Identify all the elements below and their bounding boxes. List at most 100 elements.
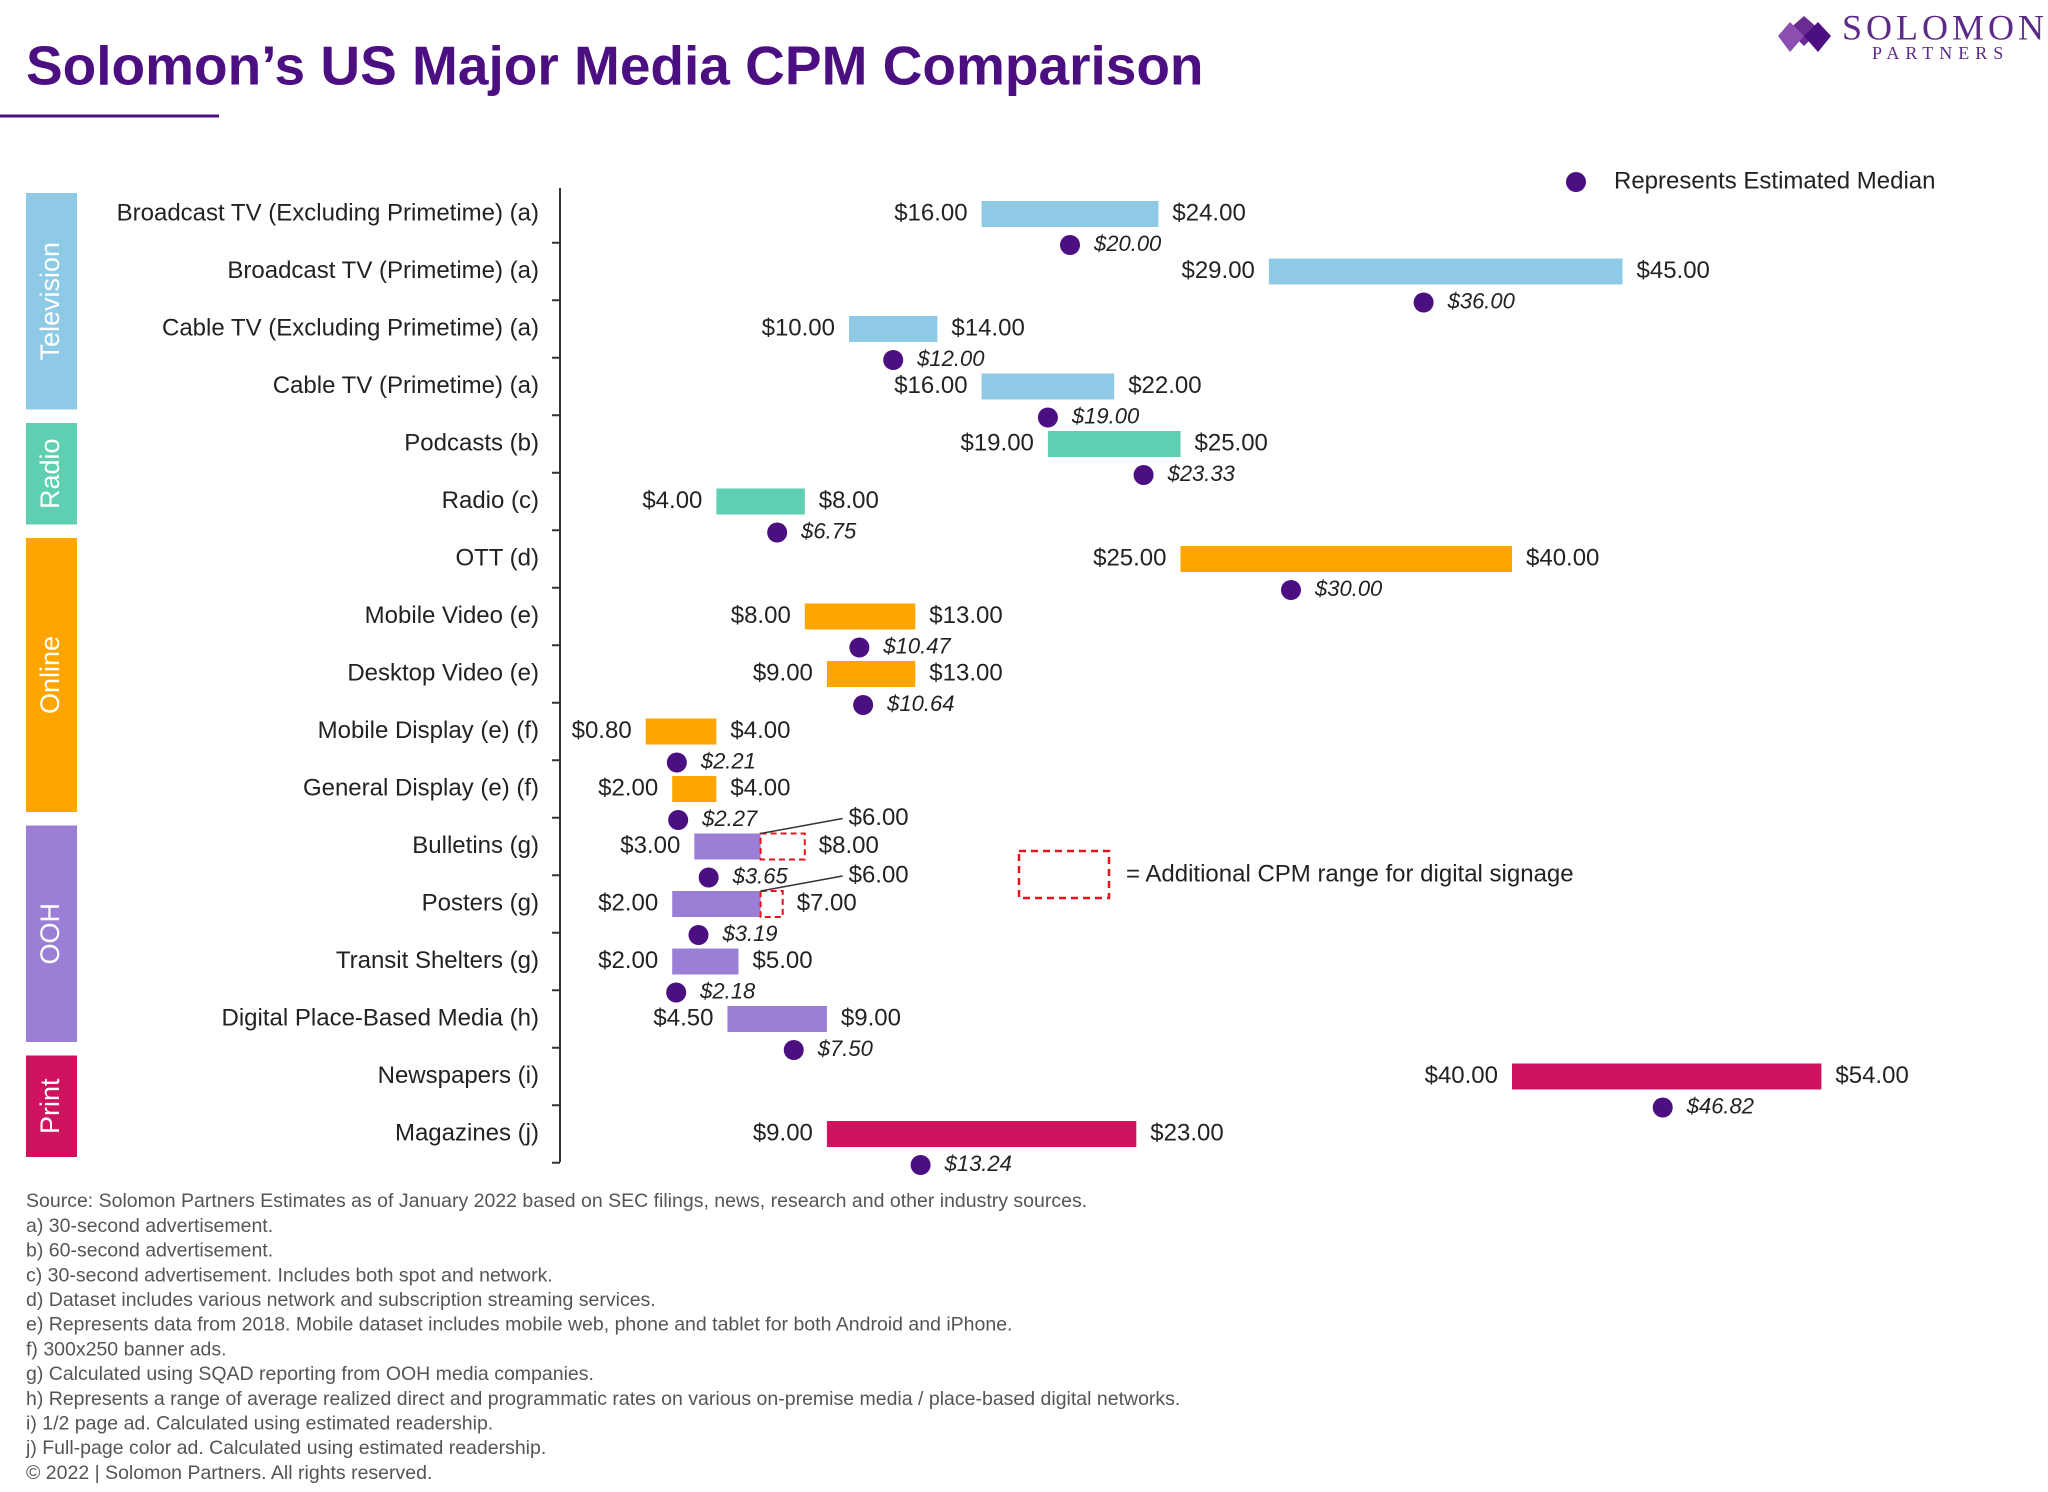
range-bar xyxy=(716,488,805,515)
range-bar xyxy=(672,948,739,975)
median-label: $13.24 xyxy=(944,1151,1012,1176)
high-label: $13.00 xyxy=(929,602,1002,629)
median-label: $30.00 xyxy=(1314,576,1383,601)
low-label: $9.00 xyxy=(753,1119,813,1146)
median-dot xyxy=(698,867,719,888)
high-label: $14.00 xyxy=(951,314,1024,341)
group-band xyxy=(26,825,77,1042)
range-bar xyxy=(672,891,761,917)
category-label: OTT (d) xyxy=(455,544,539,571)
category-label: Cable TV (Primetime) (a) xyxy=(273,372,539,399)
group-label: OOH xyxy=(35,903,65,965)
category-label: Bulletins (g) xyxy=(412,832,539,859)
median-dot xyxy=(1652,1097,1673,1118)
footnote: d) Dataset includes various network and … xyxy=(26,1289,656,1311)
footnote: i) 1/2 page ad. Calculated using estimat… xyxy=(26,1412,493,1434)
low-label: $25.00 xyxy=(1093,544,1166,571)
median-dot xyxy=(1281,580,1301,600)
median-dot xyxy=(666,752,687,773)
median-label: $36.00 xyxy=(1447,288,1516,313)
median-dot xyxy=(1060,235,1080,255)
median-label: $7.50 xyxy=(817,1036,874,1061)
median-label: $10.64 xyxy=(886,691,954,716)
signage-legend: = Additional CPM range for digital signa… xyxy=(1126,860,1574,887)
range-bar xyxy=(1512,1063,1822,1090)
low-label: $3.00 xyxy=(620,832,680,859)
low-label: $2.00 xyxy=(598,889,658,916)
signage-label: $6.00 xyxy=(849,861,909,888)
category-label: Desktop Video (e) xyxy=(347,659,539,686)
footnote: h) Represents a range of average realize… xyxy=(26,1388,1180,1410)
logo-subtitle: PARTNERS xyxy=(1872,43,2009,63)
median-dot xyxy=(668,810,689,830)
high-label: $45.00 xyxy=(1637,257,1710,284)
category-label: Broadcast TV (Primetime) (a) xyxy=(227,257,539,284)
range-bar xyxy=(826,1121,1137,1147)
high-label: $8.00 xyxy=(819,487,879,514)
high-label: $4.00 xyxy=(730,717,790,744)
median-label: $20.00 xyxy=(1093,231,1162,256)
footnote: b) 60-second advertisement. xyxy=(26,1240,273,1262)
group-band xyxy=(26,538,77,812)
low-label: $40.00 xyxy=(1425,1062,1498,1089)
category-label: Cable TV (Excluding Primetime) (a) xyxy=(162,314,539,341)
median-dot xyxy=(1413,292,1434,313)
median-dot xyxy=(783,1040,804,1060)
range-bar xyxy=(727,1006,827,1032)
low-label: $19.00 xyxy=(960,429,1033,456)
median-dot xyxy=(883,350,904,370)
range-bar xyxy=(981,201,1159,227)
low-label: $2.00 xyxy=(598,947,658,974)
footnote: © 2022 | Solomon Partners. All rights re… xyxy=(26,1462,432,1484)
median-dot xyxy=(1037,407,1058,428)
low-label: $8.00 xyxy=(731,602,791,629)
footnote: f) 300x250 banner ads. xyxy=(26,1338,227,1360)
median-dot xyxy=(849,637,870,658)
logo-mark xyxy=(1788,16,1820,46)
group-label: Print xyxy=(35,1078,65,1134)
logo-mark xyxy=(1778,22,1804,52)
footnote: j) Full-page color ad. Calculated using … xyxy=(25,1437,546,1459)
footnote: e) Represents data from 2018. Mobile dat… xyxy=(26,1314,1012,1336)
median-label: $23.33 xyxy=(1167,461,1236,486)
footnote: a) 30-second advertisement. xyxy=(26,1215,273,1237)
high-label: $25.00 xyxy=(1195,429,1268,456)
range-bar xyxy=(849,316,938,342)
footnote: c) 30-second advertisement. Includes bot… xyxy=(26,1264,553,1286)
group-band xyxy=(26,193,77,410)
range-bar xyxy=(1047,431,1181,457)
high-label: $40.00 xyxy=(1526,544,1599,571)
range-bar xyxy=(981,373,1115,400)
high-label: $13.00 xyxy=(929,659,1002,686)
footnote: Source: Solomon Partners Estimates as of… xyxy=(26,1190,1087,1212)
signage-range xyxy=(759,832,806,861)
category-label: Podcasts (b) xyxy=(404,429,539,456)
category-label: Mobile Display (e) (f) xyxy=(318,717,539,744)
range-bar xyxy=(826,661,916,687)
median-label: $3.65 xyxy=(732,863,789,888)
range-bar xyxy=(1268,258,1623,285)
logo: SOLOMON PARTNERS xyxy=(1778,7,2044,63)
high-label: $7.00 xyxy=(797,889,857,916)
group-label: Television xyxy=(35,242,65,361)
high-label: $54.00 xyxy=(1835,1062,1908,1089)
median-dot xyxy=(853,695,874,715)
low-label: $4.50 xyxy=(653,1004,713,1031)
median-dot xyxy=(666,982,687,1003)
signage-legend-box xyxy=(1017,849,1111,900)
median-label: $2.21 xyxy=(700,748,756,773)
median-legend-dot xyxy=(1566,172,1586,192)
low-label: $16.00 xyxy=(894,372,967,399)
category-label: Mobile Video (e) xyxy=(365,602,539,629)
median-label: $46.82 xyxy=(1686,1093,1754,1118)
group-band xyxy=(26,1055,77,1157)
median-dot xyxy=(767,522,788,543)
category-label: Newspapers (i) xyxy=(378,1062,539,1089)
median-legend: Represents Estimated Median xyxy=(1614,167,1936,194)
category-label: Broadcast TV (Excluding Primetime) (a) xyxy=(117,199,539,226)
median-dot xyxy=(688,925,709,945)
low-label: $4.00 xyxy=(642,487,702,514)
median-label: $6.75 xyxy=(800,518,857,543)
high-label: $22.00 xyxy=(1128,372,1201,399)
